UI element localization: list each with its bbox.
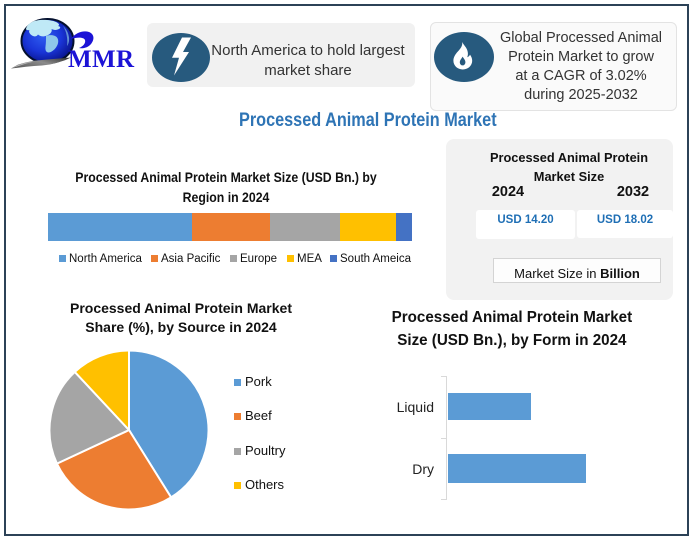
svg-text:MMR: MMR [68,46,135,73]
